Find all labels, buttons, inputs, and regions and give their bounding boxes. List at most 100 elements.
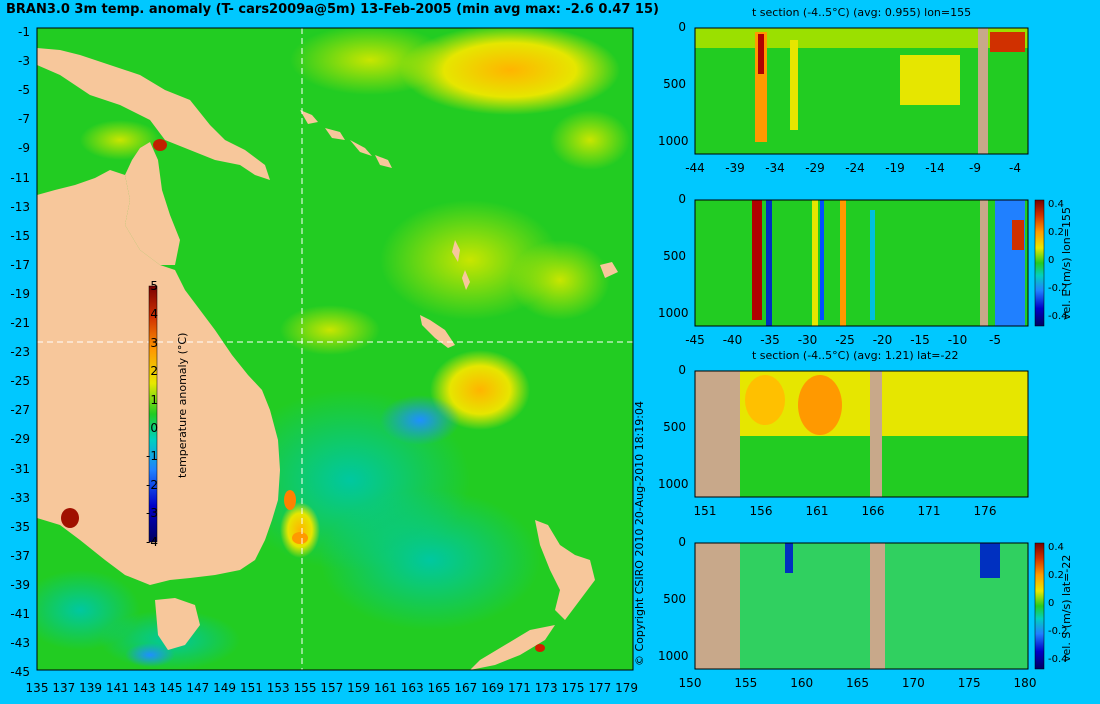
map-x-tick: 171 (507, 681, 531, 695)
panel-y-tick: 500 (663, 249, 686, 263)
colorbar-tick: -3 (146, 506, 158, 521)
map-x-tick: 135 (25, 681, 49, 695)
panel-x-tick: -10 (947, 333, 968, 347)
map-x-tick: 143 (132, 681, 156, 695)
panel-cbar-tick: -0.2 (1048, 283, 1068, 294)
colorbar-tick: 4 (150, 307, 158, 322)
map-y-tick: -17 (10, 257, 30, 272)
map-y-tick: -33 (10, 490, 30, 505)
panel-y-tick: 0 (678, 363, 686, 377)
map-x-tick: 151 (239, 681, 263, 695)
panel-x-tick: 166 (861, 504, 885, 518)
panel-x-tick: 160 (790, 676, 814, 690)
panel-x-tick: -19 (885, 161, 905, 175)
colorbar-tick: 2 (150, 364, 158, 379)
panel-cbar-tick: 0.2 (1048, 227, 1064, 238)
panel-cbar-tick: 0 (1048, 255, 1055, 266)
panel-y-tick: 0 (678, 535, 686, 549)
panel-x-tick: -9 (969, 161, 981, 175)
colorbar-tick: 3 (150, 335, 158, 350)
nz-north (535, 520, 595, 620)
panel-x-tick: -20 (872, 333, 893, 347)
panel-x-tick: 170 (901, 676, 925, 690)
panel-cbar-tick: 0.2 (1048, 570, 1064, 581)
panel-cbar-tick: -0.4 (1048, 654, 1068, 665)
new-guinea (37, 48, 270, 180)
panel-x-tick: -34 (765, 161, 785, 175)
map-x-tick: 169 (481, 681, 505, 695)
panel-x-tick: 180 (1013, 676, 1037, 690)
panel-x-tick: -30 (797, 333, 818, 347)
map-x-tick: 145 (159, 681, 183, 695)
map-x-tick: 179 (615, 681, 639, 695)
map-x-tick: 139 (79, 681, 103, 695)
panel-cbar-tick: -0.2 (1048, 626, 1068, 637)
fiji (600, 262, 618, 278)
panel-cbar-tick: 0.4 (1048, 542, 1064, 553)
panel-x-tick: -14 (925, 161, 945, 175)
t-lon-title: t section (-4..5°C) (avg: 0.955) lon=155 (752, 6, 972, 19)
colorbar-tick: 5 (150, 279, 158, 293)
map-y-tick: -7 (18, 112, 30, 127)
panel-y-tick: 0 (678, 192, 686, 206)
cape-york (125, 142, 180, 265)
map-y-tick: -25 (10, 374, 30, 389)
panel-cbar-tick: 0.4 (1048, 199, 1064, 210)
map-y-tick: -27 (10, 403, 30, 418)
panel-cbar-tick: -0.4 (1048, 311, 1068, 322)
map-y-tick: -21 (10, 316, 30, 330)
map-x-tick: 165 (427, 681, 451, 695)
u-cbar-label: vel. E (m/s) lon=155 (1060, 207, 1073, 320)
panel-y-tick: 1000 (658, 134, 689, 148)
tasmania (155, 598, 200, 650)
panel-x-tick: -24 (845, 161, 865, 175)
map-y-tick: -1 (18, 25, 30, 39)
vanuatu (452, 240, 470, 290)
map-x-tick: 147 (186, 681, 210, 695)
map-y-tick: -35 (10, 519, 30, 534)
map-y-tick: -23 (10, 345, 30, 360)
map-y-tick: -19 (10, 286, 30, 301)
panel-x-tick: 150 (678, 676, 702, 690)
panel-v-lat (694, 542, 1029, 670)
map-y-tick: -5 (18, 83, 30, 98)
panel-x-tick: -44 (685, 161, 705, 175)
panel-x-tick: 176 (973, 504, 997, 518)
map-y-tick: -39 (10, 577, 30, 592)
map-y-tick: -41 (10, 607, 30, 621)
map-x-tick: 149 (213, 681, 237, 695)
panel-x-tick: -5 (989, 333, 1001, 347)
panel-x-tick: 151 (693, 504, 717, 518)
panel-cbar-tick: 0 (1048, 598, 1055, 609)
panel-x-tick: -39 (725, 161, 745, 175)
map-x-tick: 159 (347, 681, 371, 695)
map-y-tick: -37 (10, 548, 30, 563)
panel-x-tick: 155 (734, 676, 758, 690)
map-colorbar (148, 285, 158, 543)
panel-x-tick: -25 (835, 333, 855, 347)
panel-x-tick: 165 (846, 676, 869, 690)
map-y-tick: -15 (10, 228, 30, 243)
map-x-tick: 141 (105, 681, 129, 695)
figure-title: BRAN3.0 3m temp. anomaly (T- cars2009a@5… (6, 2, 659, 17)
panel-t-lon (694, 27, 1029, 155)
panel-x-tick: 171 (917, 504, 941, 518)
map-y-tick: -29 (10, 432, 30, 447)
copyright-text: © Copyright CSIRO 2010 20-Aug-2010 18:19… (633, 400, 646, 666)
nz-south (470, 625, 555, 670)
panel-y-tick: 1000 (658, 477, 689, 491)
map-colorbar-label: temperature anomaly (°C) (176, 332, 189, 478)
map-y-tick: -3 (18, 54, 30, 69)
map-y-tick: -11 (10, 170, 30, 185)
panel-y-tick: 0 (678, 20, 686, 34)
map-x-tick: 167 (454, 681, 478, 695)
colorbar-tick: -2 (146, 477, 158, 492)
map-x-tick: 153 (266, 681, 290, 695)
panel-y-tick: 500 (663, 77, 686, 91)
solomon-islands (300, 110, 392, 168)
panel-y-tick: 500 (663, 592, 686, 606)
panel-x-tick: -40 (722, 333, 743, 347)
map-x-tick: 175 (561, 681, 585, 695)
panel-x-tick: -4 (1009, 161, 1021, 175)
